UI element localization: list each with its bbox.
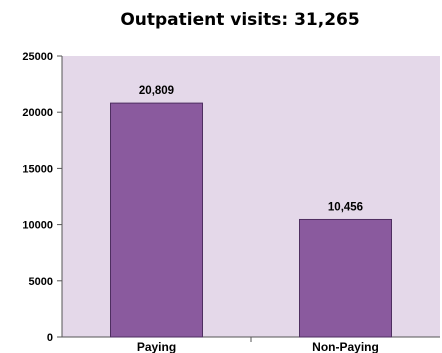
y-tick-label: 20000: [22, 107, 53, 119]
y-tick-label: 15000: [22, 163, 53, 175]
category-labels: Paying Non-Paying: [137, 340, 379, 353]
data-label: 20,809: [139, 85, 174, 97]
y-axis-ticks: 0 5000 10000 15000 20000 25000: [22, 51, 252, 344]
data-labels: 20,809 10,456: [139, 85, 363, 213]
category-label: Paying: [137, 340, 176, 353]
category-label: Non-Paying: [312, 340, 379, 353]
y-tick-label: 0: [47, 332, 53, 344]
chart-title: Outpatient visits: 31,265: [120, 10, 359, 30]
data-label: 10,456: [328, 201, 363, 213]
y-tick-label: 25000: [22, 51, 53, 63]
bar-paying: [110, 102, 203, 338]
y-tick-label: 10000: [22, 220, 53, 232]
bars: [110, 102, 392, 338]
bar-non-paying: [299, 218, 392, 338]
y-tick-label: 5000: [29, 276, 53, 288]
